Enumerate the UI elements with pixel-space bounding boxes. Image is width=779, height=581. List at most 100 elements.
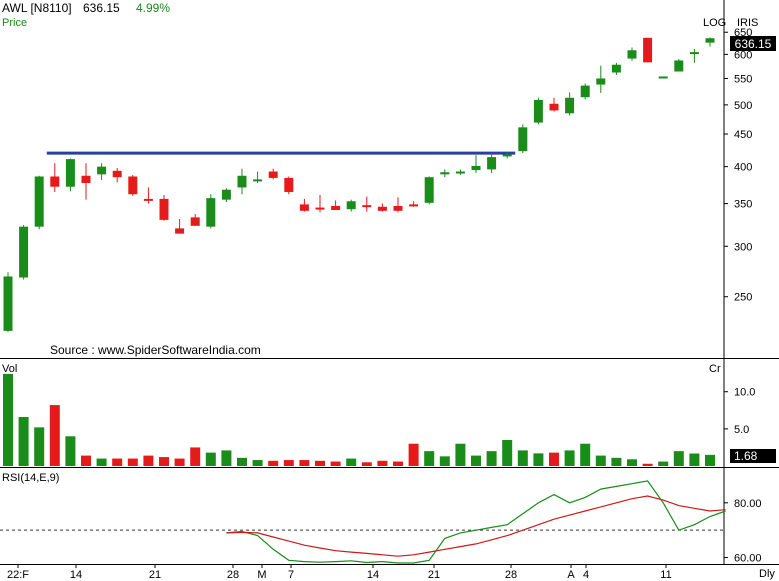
log-scale-toggle[interactable]: LOG	[703, 17, 726, 29]
candle-body	[549, 103, 559, 111]
price-tick-label: 450	[734, 129, 752, 141]
volume-bar	[237, 457, 247, 466]
volume-badge: 1.68	[734, 449, 758, 463]
volume-bar	[205, 452, 216, 466]
candle	[19, 224, 29, 280]
symbol-label: AWL [N8110]	[2, 1, 72, 15]
candle-body	[65, 159, 75, 187]
iris-label[interactable]: IRIS	[737, 17, 758, 29]
x-tick-label: 11	[660, 569, 671, 581]
volume-bar	[159, 457, 169, 466]
candle	[596, 65, 606, 93]
volume-bar	[658, 461, 669, 466]
price-tick-label: 550	[734, 73, 752, 85]
candle-body	[502, 154, 512, 157]
price-tick-label: 500	[734, 100, 752, 112]
candle	[393, 197, 403, 213]
x-tick-label: 14	[367, 569, 379, 581]
x-tick-label: 7	[288, 569, 294, 581]
candle-body	[221, 189, 231, 200]
candle	[159, 195, 169, 221]
candle	[424, 176, 434, 205]
volume-bar	[408, 443, 419, 466]
period-label: Dly	[759, 568, 775, 580]
volume-bar	[299, 460, 310, 466]
candle	[580, 83, 590, 100]
candle	[81, 163, 91, 200]
price-badge: 636.15	[735, 37, 772, 51]
candle-body	[253, 179, 263, 182]
candle	[237, 168, 247, 195]
candle	[315, 195, 325, 213]
volume-bar	[283, 460, 294, 466]
x-tick-label: 21	[428, 569, 440, 581]
volume-bar	[549, 452, 559, 466]
volume-bar	[439, 456, 450, 466]
candle-body	[299, 204, 309, 211]
candle	[175, 219, 185, 234]
x-tick-label: 28	[505, 569, 517, 581]
volume-bar	[346, 458, 357, 466]
volume-badge-bg	[730, 449, 776, 463]
candle-body	[487, 157, 497, 170]
candle	[284, 176, 294, 195]
candle	[3, 272, 13, 333]
candle-body	[97, 166, 107, 175]
candle	[268, 168, 278, 180]
candle	[97, 163, 107, 181]
volume-bar	[127, 458, 138, 466]
candle-body	[268, 171, 278, 178]
candle	[299, 198, 309, 212]
volume-panel-label: Vol	[2, 363, 17, 375]
candle	[643, 37, 653, 63]
candle-body	[331, 205, 341, 210]
candle	[533, 97, 543, 125]
rsi-line	[226, 480, 726, 564]
candle-body	[596, 78, 606, 85]
candle	[409, 201, 419, 207]
candle-body	[19, 226, 29, 278]
candle	[471, 155, 481, 173]
volume-panel: 5.0 10.0	[3, 373, 755, 466]
candle-body	[50, 176, 60, 187]
volume-bar	[252, 460, 263, 466]
candle-body	[190, 217, 200, 226]
volume-bar	[580, 443, 591, 466]
volume-bar	[96, 458, 107, 466]
candle-body	[705, 38, 715, 43]
candle-body	[284, 177, 294, 192]
last-price: 636.15	[83, 1, 120, 15]
volume-bar	[330, 461, 341, 466]
candle	[674, 59, 684, 72]
price-tick-label: 600	[734, 49, 752, 61]
volume-bar	[221, 450, 232, 466]
volume-bar	[471, 455, 481, 466]
candle	[689, 48, 699, 63]
rsi-panel: 60.00 80.00	[0, 480, 762, 565]
rsi-panel-label: RSI(14,E,9)	[2, 472, 59, 484]
change-percent: 4.99%	[136, 1, 170, 15]
candle	[346, 199, 356, 212]
candle-body	[424, 177, 434, 203]
candle	[34, 175, 44, 230]
candle-body	[627, 50, 637, 59]
volume-bar	[112, 458, 123, 466]
candle-body	[689, 52, 699, 55]
volume-bar	[34, 427, 45, 466]
candle	[128, 175, 138, 196]
candle	[549, 97, 559, 112]
candle	[518, 124, 528, 154]
volume-bar	[65, 436, 76, 466]
candle-body	[34, 176, 44, 227]
candle	[253, 171, 263, 184]
candle-body	[643, 37, 653, 63]
x-tick-label: M	[257, 569, 266, 581]
candle	[65, 158, 75, 192]
candle-body	[518, 127, 528, 152]
candle-body	[81, 175, 91, 184]
candle-body	[206, 198, 216, 227]
volume-bar	[455, 443, 466, 466]
volume-unit-label: Cr	[709, 363, 721, 375]
candle-body	[315, 207, 325, 210]
